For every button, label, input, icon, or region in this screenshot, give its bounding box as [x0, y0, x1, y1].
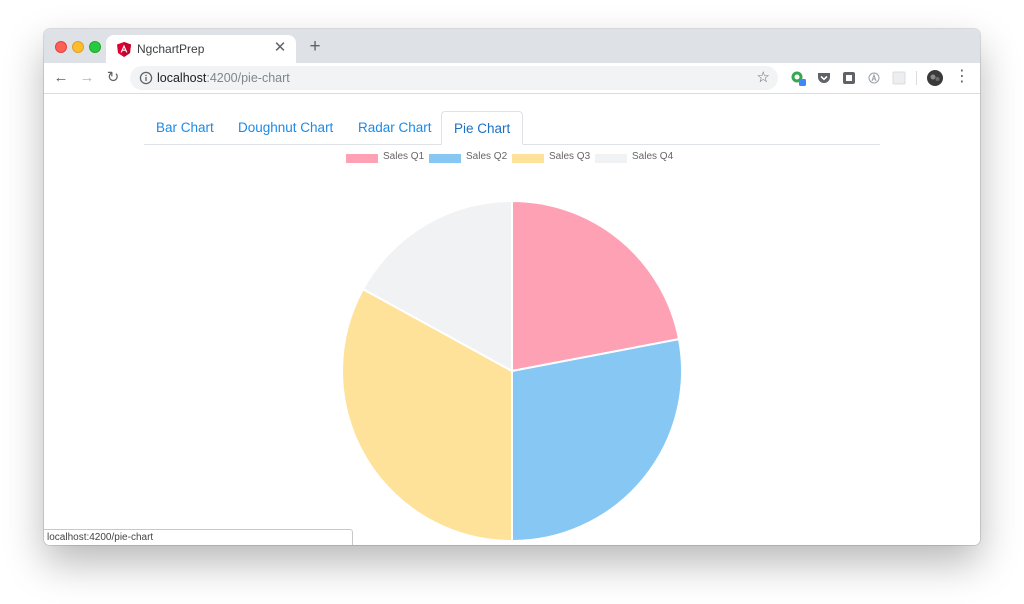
page-content: Bar Chart Doughnut Chart Radar Chart Pie… [44, 94, 980, 545]
url-path: :4200/pie-chart [206, 71, 290, 85]
url-host: localhost [157, 71, 207, 85]
legend-label: Sales Q4 [632, 151, 674, 162]
browser-toolbar: ← → ↻ localhost:4200/pie-chart ☆ [44, 63, 980, 94]
pie-slice-1[interactable] [511, 199, 681, 373]
toolbar-divider [916, 71, 917, 85]
pie-chart [341, 199, 683, 543]
legend-swatch [512, 154, 544, 163]
more-vert-icon[interactable]: ⋮ [954, 68, 970, 85]
legend-swatch [346, 154, 378, 163]
browser-tab[interactable]: NgchartPrep ✕ [106, 35, 296, 63]
status-bubble: localhost:4200/pie-chart [44, 529, 353, 545]
browser-window: NgchartPrep ✕ + ← → ↻ localhost:4200/pie… [44, 29, 980, 545]
reload-icon[interactable]: ↻ [106, 69, 120, 86]
tab-radar-chart[interactable]: Radar Chart [358, 120, 432, 135]
legend-label: Sales Q3 [549, 151, 591, 162]
back-arrow-icon[interactable]: ← [53, 69, 69, 86]
chart-legend: Sales Q1 Sales Q2 Sales Q3 Sales Q4 [44, 151, 980, 165]
tab-strip: NgchartPrep ✕ + [44, 29, 980, 63]
legend-label: Sales Q1 [383, 151, 425, 162]
minimize-window-button[interactable] [72, 41, 84, 53]
chart-nav-tabs: Bar Chart Doughnut Chart Radar Chart Pie… [144, 111, 880, 145]
pocket-icon[interactable] [816, 70, 832, 86]
tab-title: NgchartPrep [137, 42, 205, 56]
legend-swatch [595, 154, 627, 163]
forward-arrow-icon[interactable]: → [79, 69, 95, 86]
close-icon[interactable]: ✕ [273, 39, 287, 56]
info-icon[interactable] [139, 71, 153, 85]
tab-bar-chart[interactable]: Bar Chart [156, 120, 214, 135]
evernote-icon[interactable] [841, 70, 857, 86]
pie-slice-4[interactable] [361, 199, 513, 373]
legend-swatch [429, 154, 461, 163]
pie-slice-2[interactable] [511, 337, 683, 543]
address-bar[interactable]: localhost:4200/pie-chart ☆ [130, 66, 778, 90]
tab-pie-chart[interactable]: Pie Chart [441, 111, 524, 145]
extension-green-icon[interactable] [790, 70, 806, 86]
url-text[interactable]: localhost:4200/pie-chart [157, 71, 290, 85]
avatar[interactable] [927, 70, 943, 86]
close-window-button[interactable] [55, 41, 67, 53]
plus-icon[interactable]: + [309, 36, 321, 57]
star-icon[interactable]: ☆ [756, 69, 770, 86]
pie-slice-3[interactable] [341, 287, 513, 543]
angular-icon [117, 42, 131, 57]
extension-blank-icon[interactable] [891, 70, 907, 86]
extension-a-icon[interactable] [866, 70, 882, 86]
legend-label: Sales Q2 [466, 151, 508, 162]
tab-doughnut-chart[interactable]: Doughnut Chart [238, 120, 334, 135]
maximize-window-button[interactable] [89, 41, 101, 53]
